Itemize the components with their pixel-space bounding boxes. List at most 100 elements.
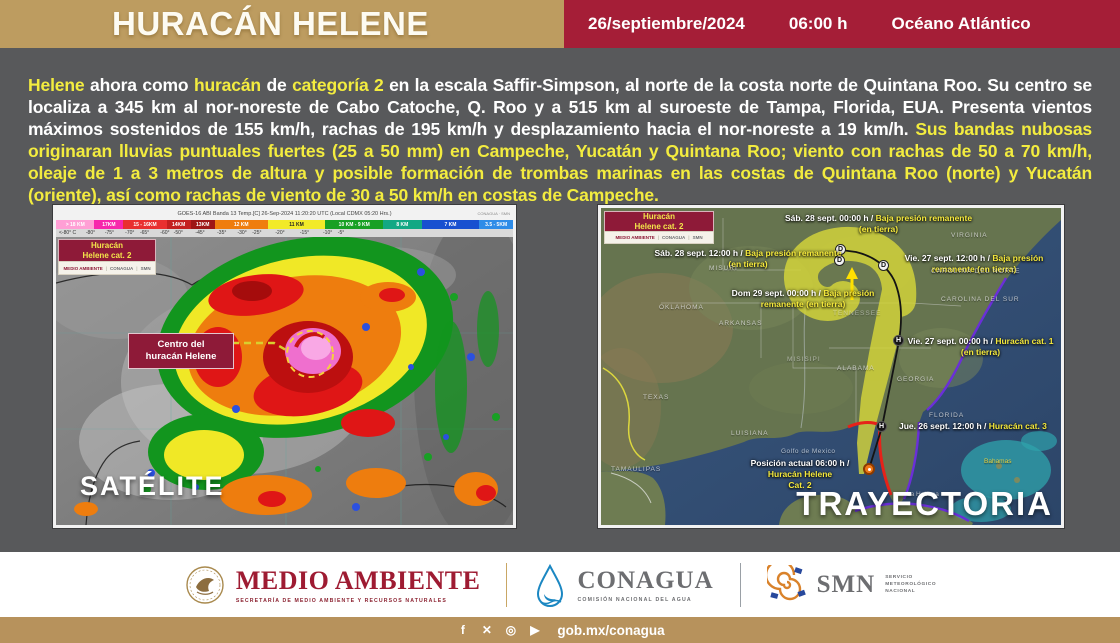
storm-tag: Huracán Helene cat. 2 [58, 239, 156, 262]
scale-segment: 14KM [166, 220, 191, 229]
storm-tag: Huracán Helene cat. 2 [604, 211, 714, 232]
social-bar: f ✕ ◎ ▶ gob.mx/conagua [0, 617, 1120, 643]
temperature-ticks: <-80° C -80° -75° -70° -65° -60° -50° -4… [56, 229, 513, 237]
facebook-icon[interactable]: f [460, 623, 465, 637]
forecast-label: Vie. 27 sept. 00:00 h / Huracán cat. 1 (… [907, 336, 1054, 358]
trajectory-art [601, 208, 1061, 525]
map-label: ARKANSAS [719, 320, 763, 327]
scale-segment: 11 KM [267, 220, 326, 229]
forecast-label: Jue. 26 sept. 12:00 h / Huracán cat. 3 [899, 421, 1047, 431]
hurricane-center-label: Centro del huracán Helene [128, 333, 234, 369]
scale-segment: 7 KM [421, 220, 480, 229]
trajectory-map: H H D D D Sáb. 28 sept. 00:00 h / Baja p… [601, 208, 1061, 525]
agency-logo-strip: MEDIO AMBIENTE | CONAGUA | SMN [58, 261, 156, 275]
org-smn: SMN SERVICIO METEOROLÓGICO NACIONAL [766, 564, 937, 605]
map-label: LUISIANA [731, 430, 769, 437]
header-time: 06:00 h [788, 14, 848, 33]
bulletin-segment: Sus bandas nubosas originaran lluvias pu… [28, 118, 1092, 205]
logo-conagua: CONAGUA [110, 265, 134, 271]
page-title: HURACÁN HELENE [112, 5, 429, 42]
map-label: CAROLINA DEL SUR [941, 296, 1020, 303]
scale-segment: 12 KM [214, 220, 268, 229]
scale-segment: > 18 KM [56, 220, 95, 229]
water-drop-icon [537, 563, 564, 607]
scale-segment: 17KM [94, 220, 124, 229]
org-subtitle: SECRETARÍA DE MEDIO AMBIENTE Y RECURSOS … [235, 597, 447, 604]
scale-segment: 3.5 - 5KM [479, 220, 513, 229]
scale-segment: 13KM [190, 220, 215, 229]
eagle-seal-icon [186, 565, 224, 604]
header-basin: Océano Atlántico [891, 14, 1031, 33]
satellite-titlebar-logos: CONAGUA · SMN [477, 211, 510, 216]
org-medio-ambiente: MEDIO AMBIENTE SECRETARÍA DE MEDIO AMBIE… [184, 564, 481, 606]
scale-segment: 10 KM - 9 KM [325, 220, 384, 229]
hurricane-marker: H [876, 421, 887, 432]
forecast-label: Sáb. 28 sept. 00:00 h / Baja presión rem… [784, 213, 973, 235]
bulletin-segment: escala Saffir-Simpson, [434, 74, 620, 95]
instagram-icon[interactable]: ◎ [505, 623, 517, 637]
spiral-icon [766, 564, 806, 600]
header-bar: HURACÁN HELENE 26/septiembre/2024 06:00 … [0, 0, 1120, 48]
x-icon[interactable]: ✕ [481, 623, 492, 637]
logo-smn: SMN [140, 265, 151, 271]
map-label: MISURI [709, 265, 738, 272]
map-label: La Habana [907, 491, 939, 498]
satellite-art [56, 237, 513, 525]
bulletin-segment: categoría 2 [292, 74, 384, 95]
satellite-image-panel: GOES-16 ABI Banda 13 Temp.[C] 26-Sep-202… [53, 205, 516, 528]
storm-tag-line1: Huracán [90, 241, 123, 251]
logo-smn: SMN [692, 235, 703, 240]
storm-tag-line2: Helene cat. 2 [634, 221, 684, 231]
forecast-label: Vie. 27 sept. 12:00 h / Baja presión rem… [904, 253, 1044, 275]
youtube-icon[interactable]: ▶ [530, 623, 540, 637]
footer-logo-band: MEDIO AMBIENTE SECRETARÍA DE MEDIO AMBIE… [0, 552, 1120, 617]
bulletin-segment: de [260, 74, 293, 95]
logo-conagua: CONAGUA [662, 235, 686, 240]
agency-logo-strip: MEDIO AMBIENTE | CONAGUA | SMN [604, 231, 714, 244]
bulletin-paragraph: Helene ahora como huracán de categoría 2… [28, 74, 1092, 206]
trajectory-map-panel: H H D D D Sáb. 28 sept. 00:00 h / Baja p… [598, 205, 1064, 528]
satellite-map: Huracán Helene cat. 2 MEDIO AMBIENTE | C… [56, 237, 513, 525]
header-title-area: HURACÁN HELENE [0, 0, 564, 48]
org-name: CONAGUA [577, 566, 714, 594]
satellite-titlebar: GOES-16 ABI Banda 13 Temp.[C] 26-Sep-202… [56, 208, 513, 220]
current-position-marker [863, 463, 875, 475]
map-label: OKLAHOMA [659, 304, 704, 311]
map-label: Bahamas [984, 458, 1012, 465]
map-label: GEORGIA [897, 376, 935, 383]
divider [739, 562, 741, 607]
bulletin-segment: al norte de la costa norte de Quintana R… [28, 74, 1092, 139]
org-conagua: CONAGUA COMISIÓN NACIONAL DEL AGUA [533, 563, 713, 607]
hurricane-marker: H [893, 335, 904, 346]
satellite-caption: SATÉLITE [80, 471, 225, 501]
org-name: SMN [816, 570, 876, 598]
depression-marker: D [878, 260, 889, 271]
map-label: TAMAULIPAS [611, 466, 662, 473]
map-label: CAROLINA DEL NORTE [931, 268, 1021, 275]
header-meta-area: 26/septiembre/2024 06:00 h Océano Atlánt… [564, 0, 1120, 48]
trajectory-caption: TRAYECTORIA [796, 485, 1053, 522]
bulletin-segment: en la [383, 74, 435, 95]
forecast-label: Dom 29 sept. 00:00 h / Baja presión rema… [731, 288, 875, 310]
website-link[interactable]: gob.mx/conagua [557, 622, 665, 638]
org-subtitle: SERVICIO METEOROLÓGICO NACIONAL [885, 574, 937, 595]
header-date: 26/septiembre/2024 [588, 14, 745, 33]
depression-marker: D [835, 244, 846, 255]
bulletin-segment: huracán [193, 74, 261, 95]
org-name: MEDIO AMBIENTE [235, 565, 481, 595]
bulletin-segment: ahora como [84, 74, 194, 95]
map-label: FLORIDA [929, 412, 965, 419]
org-subtitle: COMISIÓN NACIONAL DEL AGUA [577, 596, 692, 603]
logo-medio-ambiente: MEDIO AMBIENTE [63, 265, 103, 271]
forecast-label: Sáb. 28 sept. 12:00 h / Baja presión rem… [654, 248, 842, 270]
current-position-label: Posición actual 06:00 h / Huracán Helene… [750, 458, 850, 491]
satellite-title-text: GOES-16 ABI Banda 13 Temp.[C] 26-Sep-202… [177, 211, 392, 217]
map-label: ALABAMA [837, 365, 875, 372]
sea-label: Golfo de Mexico [781, 448, 836, 455]
map-label: VIRGINIA [951, 232, 988, 239]
divider [506, 562, 508, 607]
map-label: TEXAS [643, 394, 670, 401]
bulletin-segment: Helene [28, 74, 85, 95]
map-label: MISISIPI [787, 356, 821, 363]
